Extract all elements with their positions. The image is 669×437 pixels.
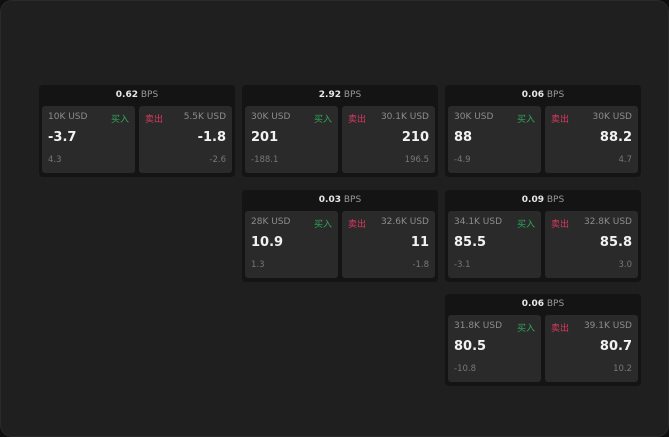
buy-change: -10.8 bbox=[454, 364, 476, 374]
buy-size: 10K USD bbox=[48, 112, 88, 122]
sell-size: 30K USD bbox=[592, 112, 632, 122]
sell-change: 10.2 bbox=[613, 364, 632, 374]
sell-size: 30.1K USD bbox=[380, 112, 429, 122]
sell-label: 卖出 bbox=[348, 220, 367, 230]
buy-panel[interactable]: 30K USD 买入 201 -188.1 bbox=[245, 106, 338, 173]
sell-label: 卖出 bbox=[348, 115, 367, 125]
sell-size: 5.5K USD bbox=[183, 112, 226, 122]
spread-header: 0.03 BPS bbox=[242, 190, 438, 211]
spread-unit: BPS bbox=[140, 90, 159, 100]
spread-unit: BPS bbox=[343, 90, 362, 100]
buy-size: 30K USD bbox=[454, 112, 494, 122]
sell-panel[interactable]: 卖出 39.1K USD 80.7 10.2 bbox=[545, 315, 638, 382]
sell-size: 32.6K USD bbox=[380, 217, 429, 227]
spread-header: 0.06 BPS bbox=[445, 85, 641, 106]
buy-price: 201 bbox=[251, 130, 279, 145]
buy-change: -188.1 bbox=[251, 155, 279, 165]
buy-label: 买入 bbox=[516, 324, 535, 334]
sell-change: -1.8 bbox=[412, 260, 429, 270]
sell-change: 3.0 bbox=[618, 260, 632, 270]
sell-change: 4.7 bbox=[618, 155, 632, 165]
sell-size: 39.1K USD bbox=[583, 321, 632, 331]
sell-change: 196.5 bbox=[404, 155, 429, 165]
sell-change: -2.6 bbox=[209, 155, 226, 165]
buy-label: 买入 bbox=[110, 115, 129, 125]
spread-header: 2.92 BPS bbox=[242, 85, 438, 106]
buy-panel[interactable]: 34.1K USD 买入 85.5 -3.1 bbox=[448, 211, 541, 278]
buy-price: -3.7 bbox=[48, 130, 77, 145]
spread-value: 2.92 bbox=[318, 90, 341, 100]
buy-label: 买入 bbox=[313, 115, 332, 125]
spread-header: 0.06 BPS bbox=[445, 294, 641, 315]
spread-unit: BPS bbox=[546, 90, 565, 100]
buy-label: 买入 bbox=[313, 220, 332, 230]
buy-change: 1.3 bbox=[251, 260, 265, 270]
sell-price: 80.7 bbox=[599, 339, 632, 354]
spread-header: 0.09 BPS bbox=[445, 190, 641, 211]
buy-price: 85.5 bbox=[454, 235, 487, 250]
sell-price: 85.8 bbox=[599, 235, 632, 250]
quote-card: 0.62 BPS 10K USD 买入 -3.7 4.3 卖出 5.5K USD… bbox=[39, 85, 235, 177]
sell-size: 32.8K USD bbox=[583, 217, 632, 227]
sell-panel[interactable]: 卖出 32.8K USD 85.8 3.0 bbox=[545, 211, 638, 278]
spread-value: 0.06 bbox=[521, 90, 544, 100]
sell-label: 卖出 bbox=[551, 220, 570, 230]
sell-label: 卖出 bbox=[551, 324, 570, 334]
quote-card: 0.06 BPS 30K USD 买入 88 -4.9 卖出 30K USD 8… bbox=[445, 85, 641, 177]
spread-unit: BPS bbox=[546, 195, 565, 205]
buy-size: 30K USD bbox=[251, 112, 291, 122]
quote-card: 2.92 BPS 30K USD 买入 201 -188.1 卖出 30.1K … bbox=[242, 85, 438, 177]
buy-price: 80.5 bbox=[454, 339, 487, 354]
sell-panel[interactable]: 卖出 5.5K USD -1.8 -2.6 bbox=[139, 106, 232, 173]
quote-card: 0.06 BPS 31.8K USD 买入 80.5 -10.8 卖出 39.1… bbox=[445, 294, 641, 386]
buy-label: 买入 bbox=[516, 115, 535, 125]
buy-change: 4.3 bbox=[48, 155, 62, 165]
buy-price: 10.9 bbox=[251, 235, 284, 250]
quote-card: 0.09 BPS 34.1K USD 买入 85.5 -3.1 卖出 32.8K… bbox=[445, 190, 641, 282]
spread-unit: BPS bbox=[343, 195, 362, 205]
buy-panel[interactable]: 31.8K USD 买入 80.5 -10.8 bbox=[448, 315, 541, 382]
sell-panel[interactable]: 卖出 30.1K USD 210 196.5 bbox=[342, 106, 435, 173]
spread-unit: BPS bbox=[546, 299, 565, 309]
buy-price: 88 bbox=[454, 130, 473, 145]
sell-panel[interactable]: 卖出 32.6K USD 11 -1.8 bbox=[342, 211, 435, 278]
sell-price: 11 bbox=[410, 235, 429, 250]
buy-panel[interactable]: 30K USD 买入 88 -4.9 bbox=[448, 106, 541, 173]
buy-panel[interactable]: 10K USD 买入 -3.7 4.3 bbox=[42, 106, 135, 173]
sell-label: 卖出 bbox=[145, 115, 164, 125]
sell-price: -1.8 bbox=[197, 130, 226, 145]
spread-value: 0.09 bbox=[521, 195, 544, 205]
buy-label: 买入 bbox=[516, 220, 535, 230]
buy-size: 31.8K USD bbox=[454, 321, 503, 331]
buy-change: -3.1 bbox=[454, 260, 471, 270]
spread-value: 0.03 bbox=[318, 195, 341, 205]
buy-size: 28K USD bbox=[251, 217, 291, 227]
spread-value: 0.06 bbox=[521, 299, 544, 309]
quote-card: 0.03 BPS 28K USD 买入 10.9 1.3 卖出 32.6K US… bbox=[242, 190, 438, 282]
spread-value: 0.62 bbox=[115, 90, 138, 100]
spread-header: 0.62 BPS bbox=[39, 85, 235, 106]
buy-panel[interactable]: 28K USD 买入 10.9 1.3 bbox=[245, 211, 338, 278]
sell-price: 210 bbox=[401, 130, 429, 145]
buy-change: -4.9 bbox=[454, 155, 471, 165]
sell-label: 卖出 bbox=[551, 115, 570, 125]
sell-panel[interactable]: 卖出 30K USD 88.2 4.7 bbox=[545, 106, 638, 173]
buy-size: 34.1K USD bbox=[454, 217, 503, 227]
sell-price: 88.2 bbox=[599, 130, 632, 145]
